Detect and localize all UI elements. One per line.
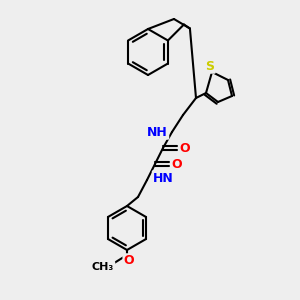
Text: HN: HN	[153, 172, 174, 184]
Text: O: O	[172, 158, 182, 170]
Text: O: O	[180, 142, 190, 154]
Text: CH₃: CH₃	[92, 262, 114, 272]
Text: O: O	[124, 254, 134, 268]
Text: NH: NH	[147, 125, 168, 139]
Text: S: S	[206, 59, 214, 73]
